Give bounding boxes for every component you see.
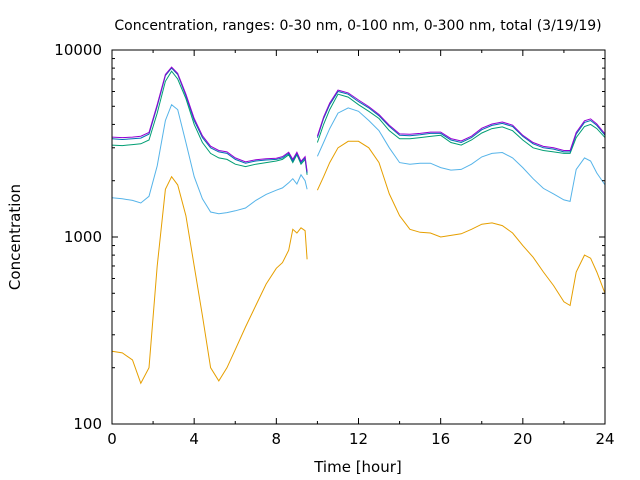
x-tick-label: 12 [349,430,368,448]
series-line-5 [111,66,606,172]
x-tick-label: 24 [595,430,614,448]
y-axis-label: Concentration [6,184,24,290]
x-tick-label: 0 [107,430,117,448]
x-tick-label: 4 [189,430,199,448]
chart-title: Concentration, ranges: 0-30 nm, 0-100 nm… [114,18,601,34]
series-line-1 [111,140,606,385]
x-axis-label: Time [hour] [313,458,402,476]
y-tick-label: 1000 [64,228,102,246]
series-line-2 [111,103,606,215]
x-tick-label: 16 [431,430,450,448]
y-tick-label: 100 [73,415,102,433]
series-line-4 [111,67,606,174]
x-tick-label: 8 [272,430,282,448]
series-layer [111,66,606,385]
tick-layer: 0 4 8 12 16 20 24 100 1000 10000 [54,41,614,448]
series-line-3 [111,70,606,175]
y-tick-label: 10000 [54,41,102,59]
plot-frame [111,49,606,425]
x-tick-label: 20 [513,430,532,448]
